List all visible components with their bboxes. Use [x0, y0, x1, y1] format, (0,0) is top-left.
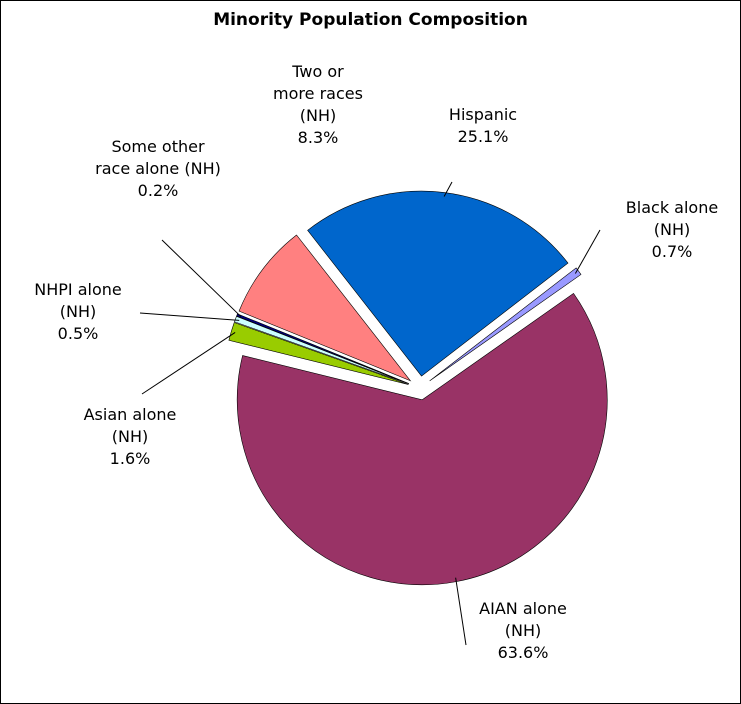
data-label: Hispanic 25.1%	[433, 104, 533, 148]
value-label: 63.6%	[497, 643, 549, 662]
category-label: AIAN alone (NH)	[479, 599, 567, 640]
data-label: NHPI alone (NH) 0.5%	[23, 279, 133, 345]
data-label: Some other race alone (NH) 0.2%	[93, 136, 223, 202]
category-label: NHPI alone (NH)	[34, 280, 122, 321]
data-label: AIAN alone (NH) 63.6%	[468, 598, 578, 664]
category-label: Black alone (NH)	[625, 198, 719, 239]
pie-slice	[429, 267, 582, 382]
value-label: 8.3%	[297, 128, 339, 147]
category-label: Some other race alone (NH)	[95, 137, 221, 178]
value-label: 0.7%	[651, 242, 693, 261]
leader-line	[139, 312, 240, 321]
leader-line	[141, 332, 236, 395]
leader-line	[455, 577, 467, 646]
category-label: Two or more races (NH)	[273, 62, 363, 125]
value-label: 0.5%	[57, 324, 99, 343]
category-label: Hispanic	[448, 105, 518, 124]
data-label: Black alone (NH) 0.7%	[617, 197, 727, 263]
leader-line	[443, 181, 453, 197]
data-label: Asian alone (NH) 1.6%	[70, 404, 190, 470]
data-label: Two or more races (NH) 8.3%	[270, 61, 366, 149]
value-label: 1.6%	[109, 449, 151, 468]
leader-line	[574, 229, 601, 274]
chart-title: Minority Population Composition	[213, 10, 528, 30]
value-label: 25.1%	[457, 127, 509, 146]
pie-slice	[228, 322, 409, 385]
pie-slice	[307, 190, 569, 377]
value-label: 0.2%	[137, 181, 179, 200]
pie-slice	[238, 234, 412, 382]
leader-line	[161, 239, 242, 317]
category-label: Asian alone (NH)	[83, 405, 177, 446]
